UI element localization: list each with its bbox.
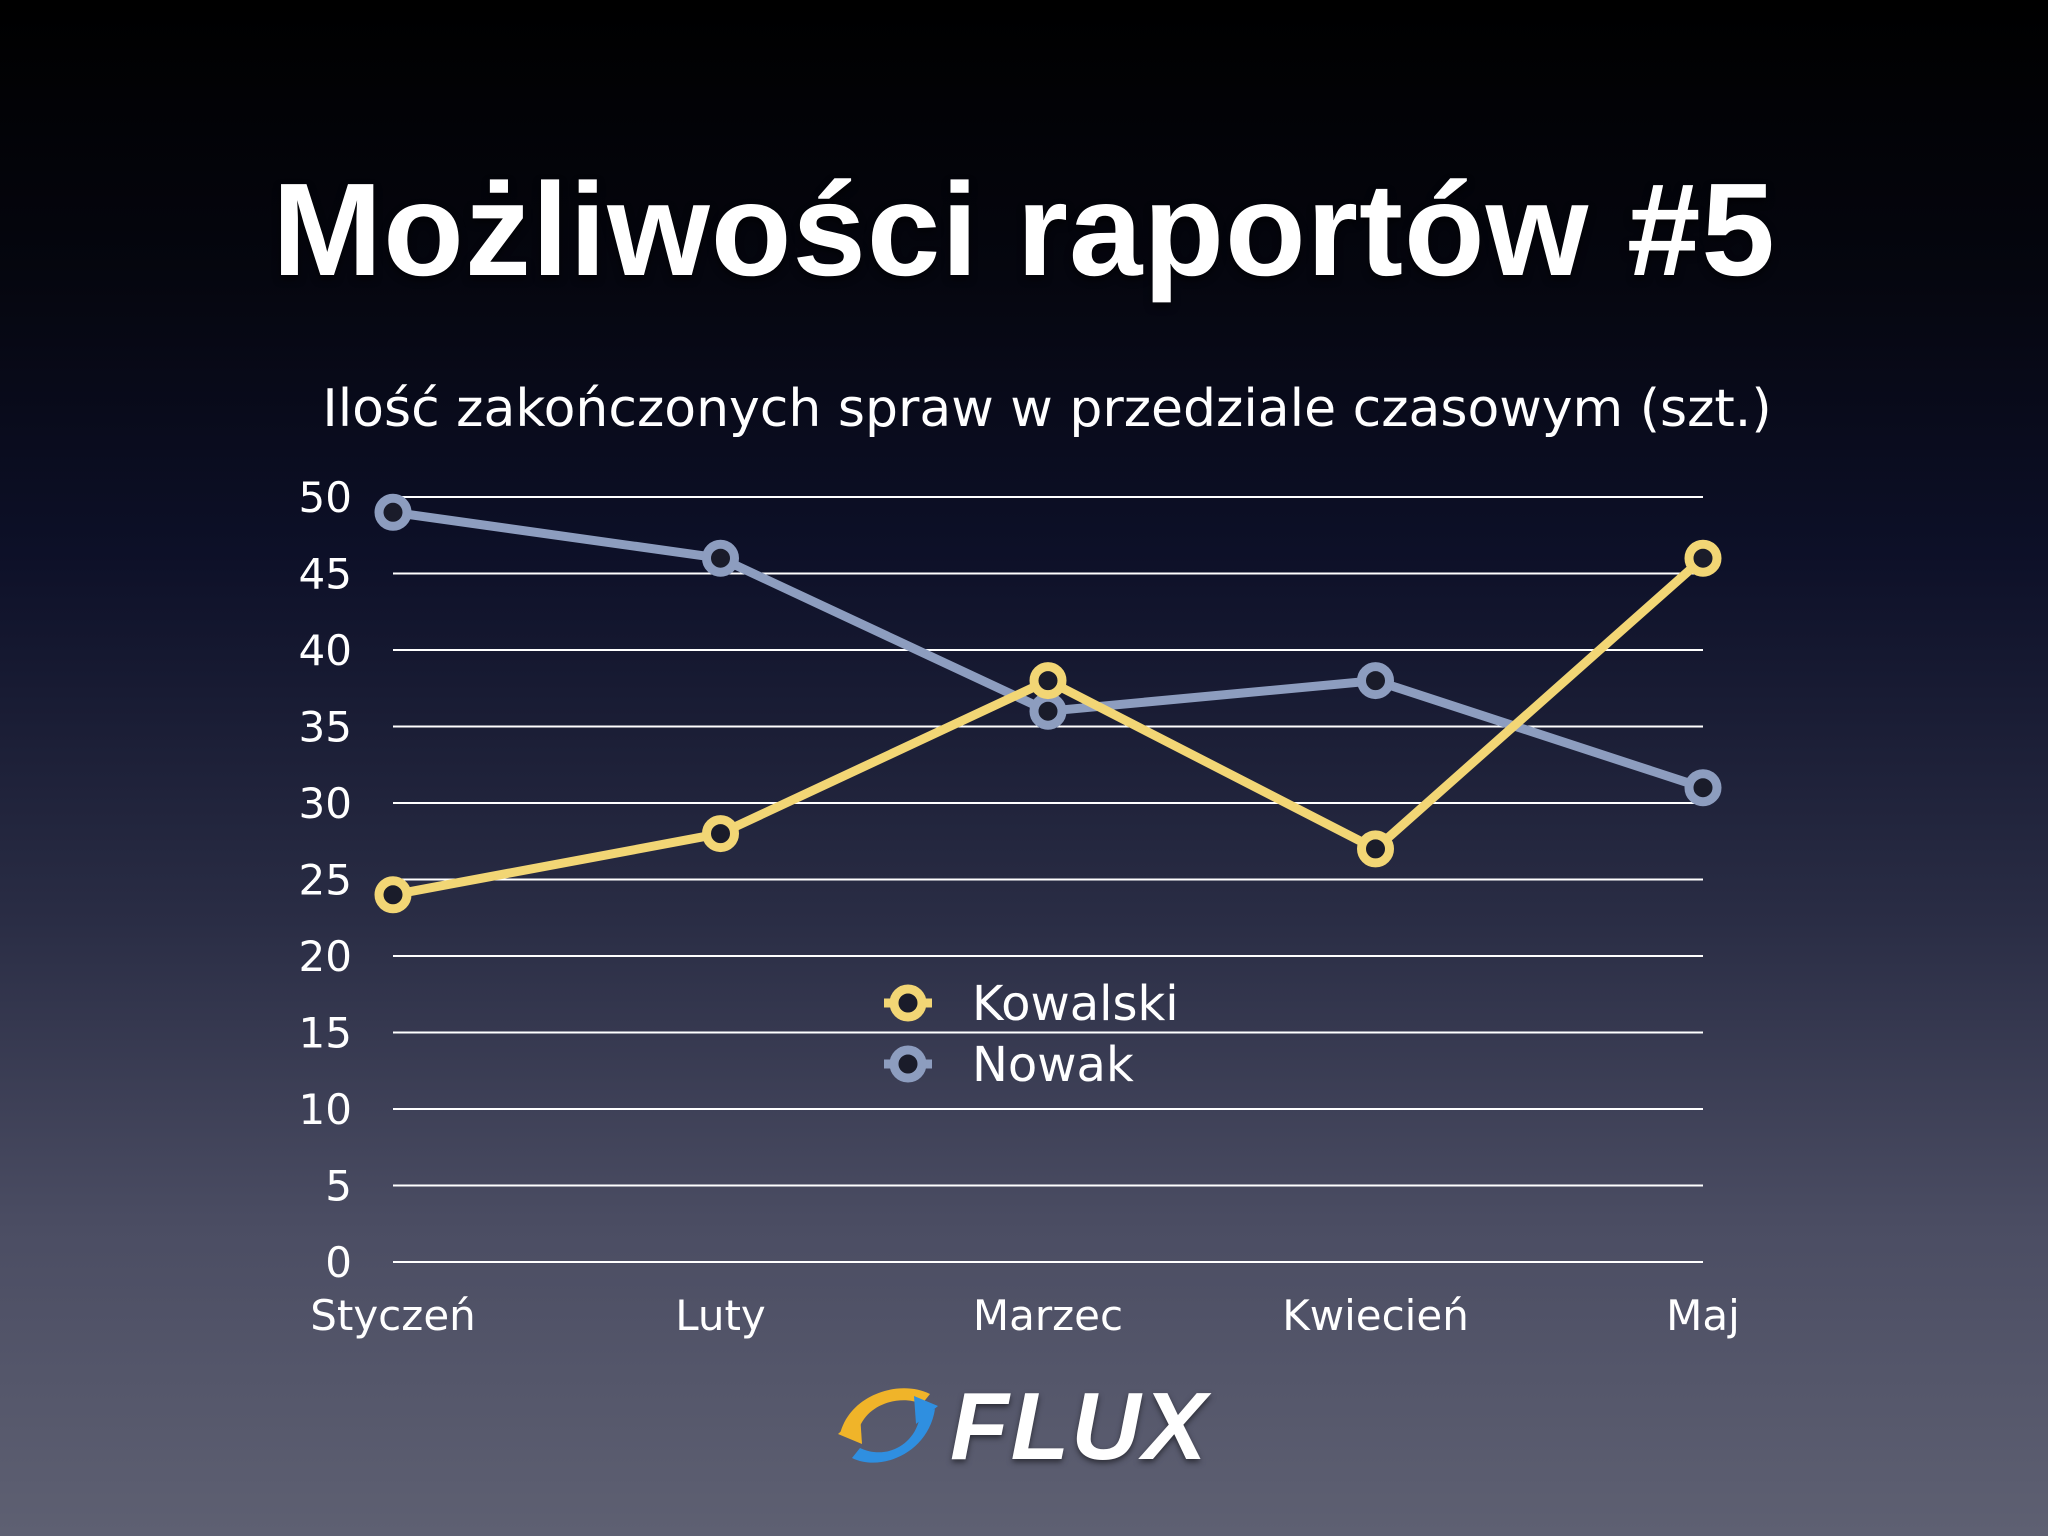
data-point (1029, 692, 1067, 730)
chart-title: Ilość zakończonych spraw w przedziale cz… (322, 379, 1771, 439)
series-kowalski (374, 539, 1722, 914)
y-tick-label: 50 (299, 473, 352, 522)
grid-lines (393, 496, 1703, 1263)
legend-item: Nowak (884, 1037, 1134, 1093)
series-layer (374, 493, 1722, 914)
series-nowak (374, 493, 1722, 807)
data-point (374, 493, 412, 531)
data-point (1684, 769, 1722, 807)
x-tick-label: Maj (1666, 1291, 1740, 1340)
legend-label: Nowak (972, 1037, 1134, 1093)
x-tick-label: Styczeń (310, 1291, 476, 1340)
x-tick-label: Marzec (973, 1291, 1123, 1340)
flux-logo-text: FLUX (950, 1373, 1209, 1480)
data-point (702, 815, 739, 853)
data-point (1684, 539, 1722, 577)
y-axis-ticks: 0 5 10 15 20 25 30 35 40 45 50 (299, 473, 352, 1287)
slide-title: Możliwości raportów #5 (272, 156, 1776, 303)
data-point (702, 539, 739, 577)
flux-logo-icon (838, 1388, 938, 1463)
x-tick-label: Luty (675, 1291, 766, 1340)
data-point (1357, 830, 1394, 868)
x-tick-label: Kwiecień (1282, 1291, 1469, 1340)
y-tick-label: 30 (299, 779, 352, 828)
legend-swatch-marker (889, 1045, 927, 1083)
y-tick-label: 0 (325, 1238, 352, 1287)
x-axis-labels: Styczeń Luty Marzec Kwiecień Maj (310, 1291, 1740, 1340)
y-tick-label: 45 (299, 550, 352, 599)
data-point (1357, 662, 1394, 700)
y-tick-label: 35 (299, 703, 352, 752)
y-tick-label: 25 (299, 856, 352, 905)
legend-swatch-marker (889, 984, 927, 1022)
flux-logo: FLUX (830, 1370, 1230, 1480)
y-tick-label: 5 (325, 1162, 352, 1211)
y-tick-label: 40 (299, 626, 352, 675)
legend-item: Kowalski (884, 976, 1179, 1032)
y-tick-label: 10 (299, 1085, 352, 1134)
y-tick-label: 15 (299, 1009, 352, 1058)
y-tick-label: 20 (299, 932, 352, 981)
data-point (1029, 662, 1067, 700)
legend-label: Kowalski (972, 976, 1179, 1032)
data-point (374, 876, 412, 914)
